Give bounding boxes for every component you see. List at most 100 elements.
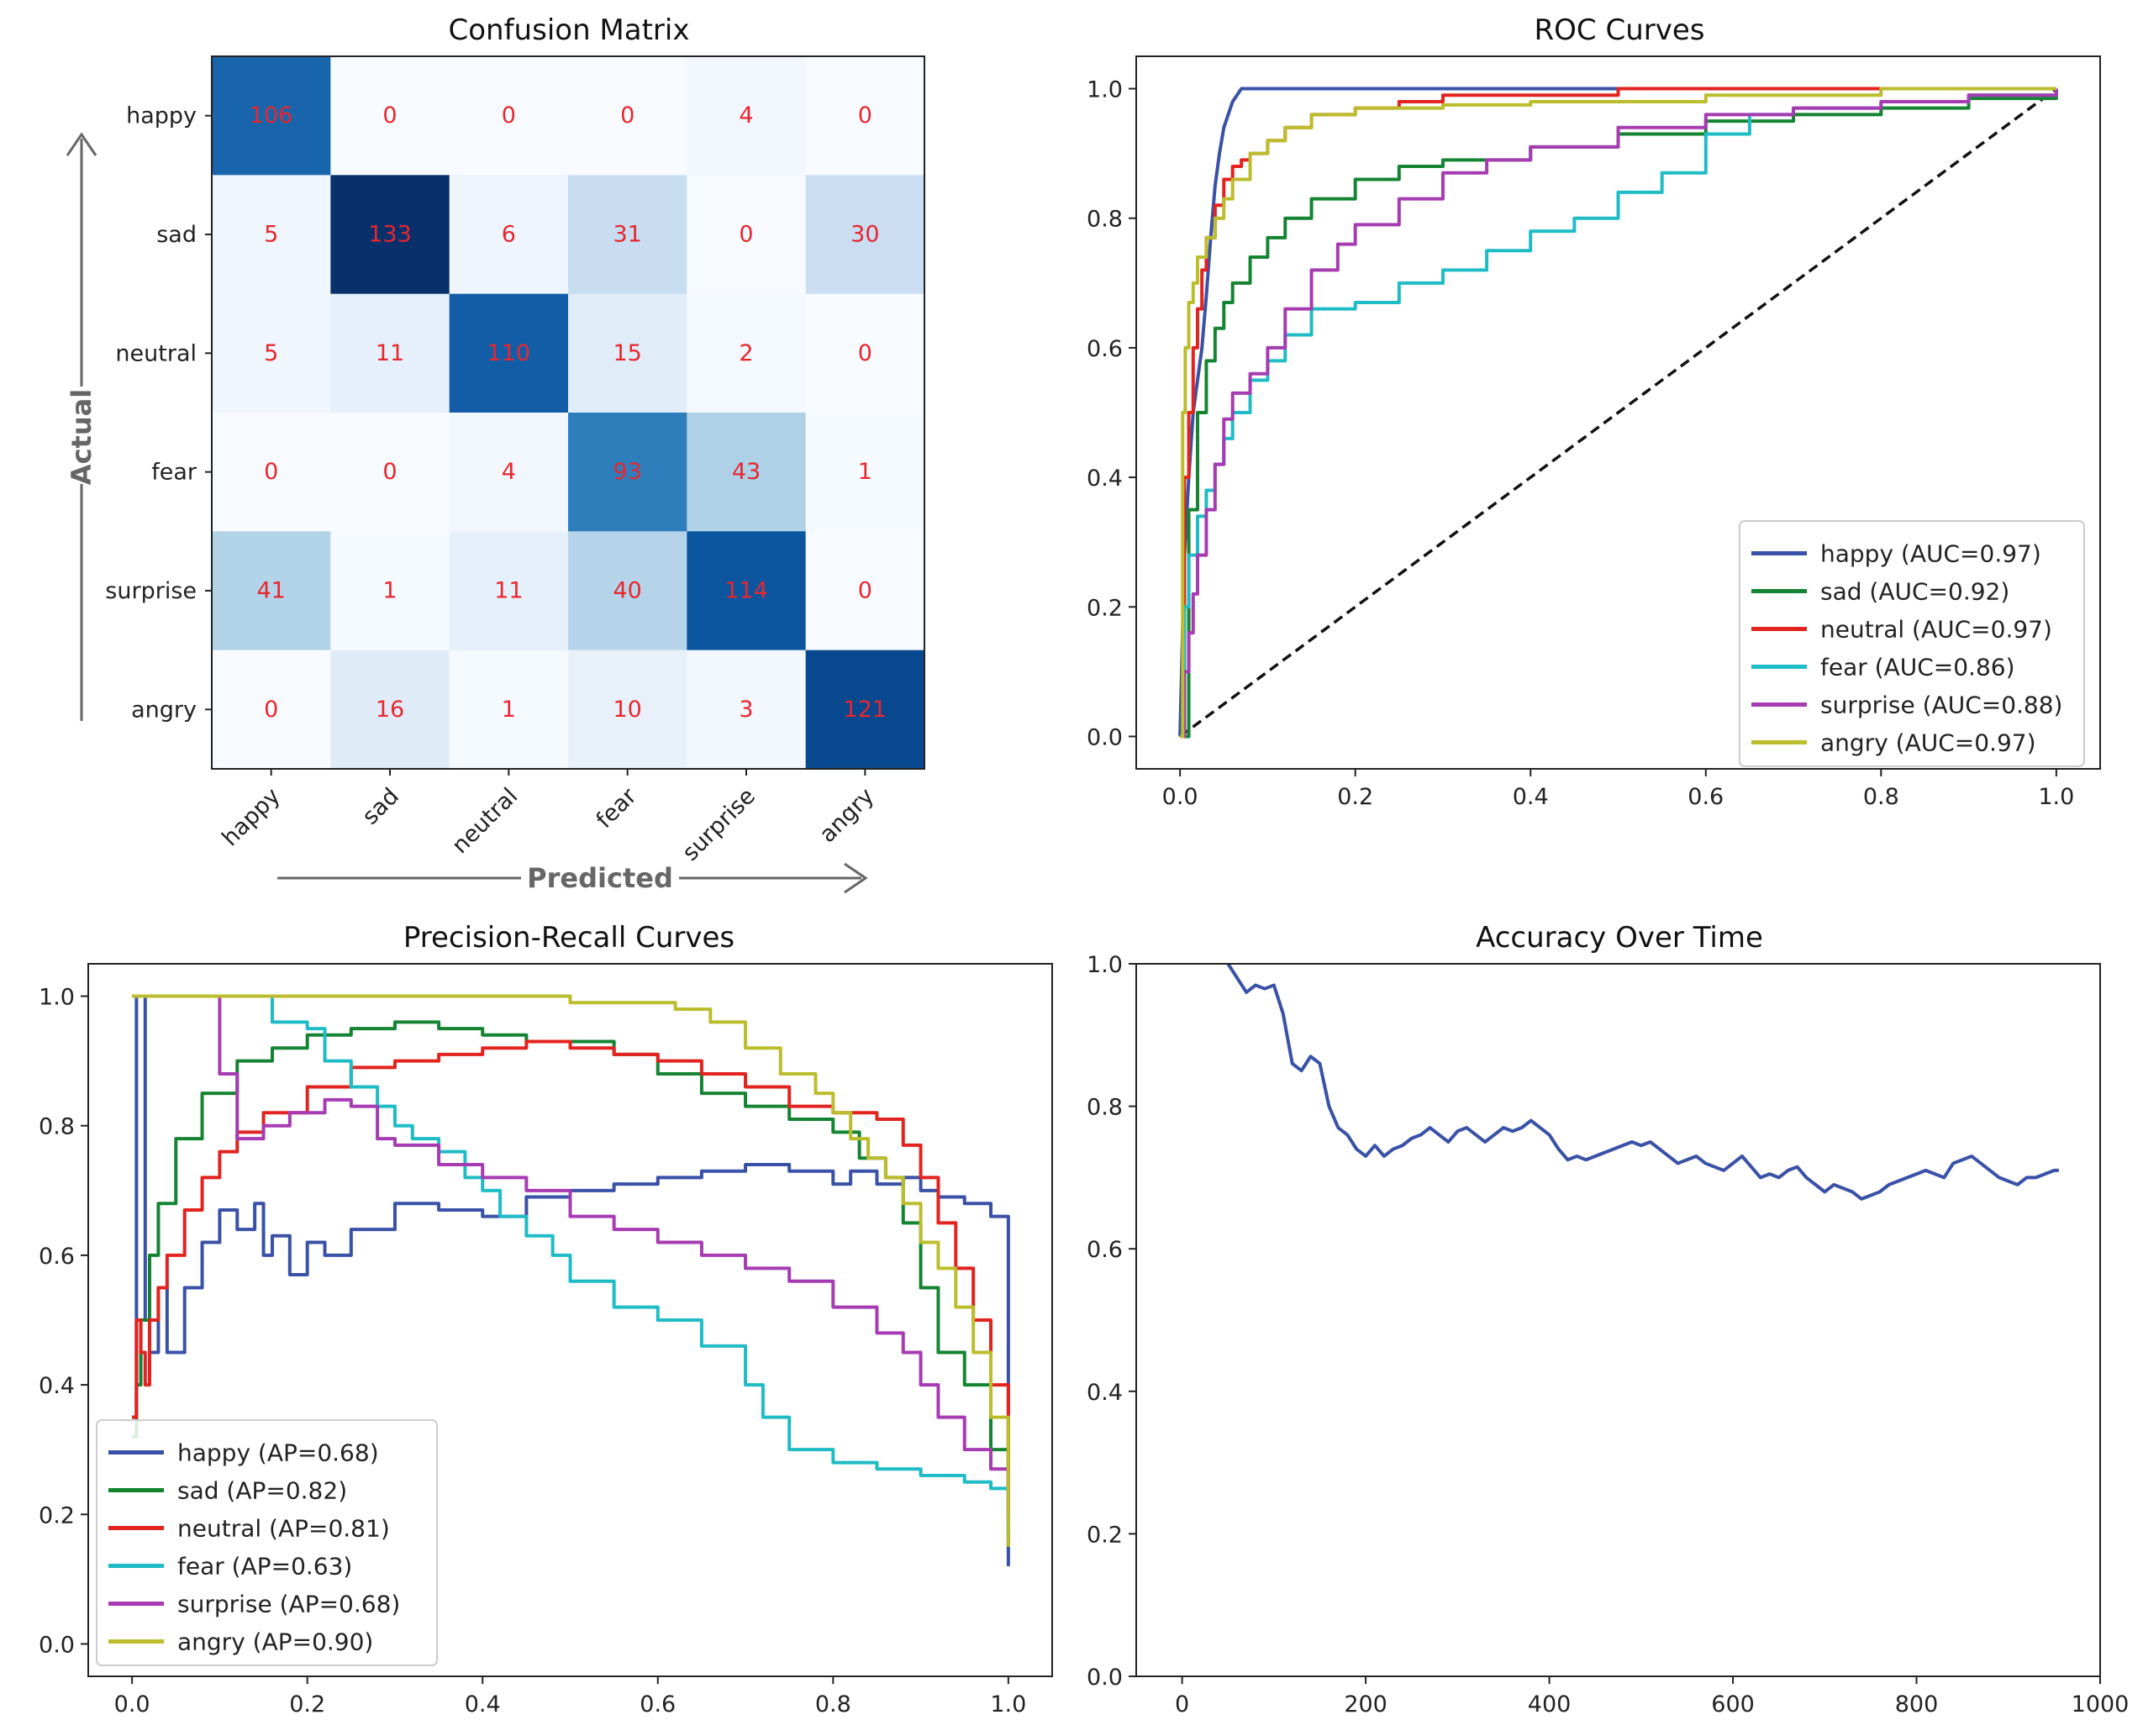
predicted-arrow-head [844, 862, 868, 894]
cm-cell-fear-fear [568, 413, 687, 532]
cm-cell-value: 110 [487, 340, 531, 366]
cm-cell-angry-surprise [687, 650, 807, 770]
cm-xtick-label: surprise [677, 783, 761, 866]
cm-cell-happy-happy [212, 56, 331, 176]
cm-cell-value: 30 [850, 222, 879, 248]
roc-frame [1135, 55, 2101, 770]
series-line-accuracy [1226, 962, 2059, 1201]
cm-cell-value: 41 [256, 578, 285, 604]
cm-cell-angry-neutral [449, 650, 569, 770]
cm-cell-value: 3 [739, 697, 753, 723]
cm-cell-value: 15 [613, 340, 641, 366]
cm-cell-angry-happy [212, 650, 331, 770]
ytick-label: 0.2 [1087, 595, 1123, 621]
cm-cell-value: 0 [264, 697, 278, 723]
xtick-label: 400 [1528, 1691, 1572, 1718]
cm-cell-value: 0 [620, 103, 634, 129]
cm-xtick-label: fear [592, 782, 643, 834]
cm-cell-sad-surprise [687, 175, 807, 295]
ytick-label: 0.8 [39, 1114, 75, 1140]
series-line-happy [1178, 87, 2056, 737]
cm-cell-value: 10 [613, 697, 641, 723]
xtick-label: 0.8 [815, 1691, 851, 1718]
ytick-label: 0.2 [39, 1502, 75, 1528]
cm-cell-value: 1 [382, 578, 397, 604]
ytick-label: 1.0 [1087, 952, 1123, 978]
cm-cell-sad-neutral [449, 175, 569, 295]
cm-cell-surprise-fear [568, 531, 687, 651]
xtick-label: 200 [1344, 1691, 1387, 1718]
ytick-label: 1.0 [1087, 77, 1123, 103]
legend-label-happy: happy (AP=0.68) [177, 1439, 379, 1467]
cm-cell-value: 0 [858, 103, 872, 129]
xtick-label: 0.6 [640, 1691, 676, 1718]
cm-cell-angry-fear [568, 650, 687, 770]
xtick-label: 0.8 [1863, 784, 1899, 810]
series-line-angry [1180, 87, 2056, 739]
cm-ytick-label: surprise [105, 578, 197, 604]
legend-label-neutral: neutral (AUC=0.97) [1820, 616, 2052, 644]
actual-arrow-head [66, 132, 97, 156]
cm-cell-value: 11 [376, 340, 404, 366]
cm-cell-happy-surprise [687, 56, 807, 176]
cm-cell-value: 4 [739, 103, 753, 129]
cm-cell-fear-sad [330, 413, 450, 532]
xtick-label: 0.0 [1162, 784, 1198, 810]
predicted-axis-label: Predicted [527, 862, 673, 894]
cm-cell-value: 121 [844, 697, 887, 723]
legend-label-happy: happy (AUC=0.97) [1820, 540, 2041, 568]
cm-cell-value: 6 [502, 222, 516, 248]
ytick-label: 0.0 [1087, 1665, 1123, 1691]
cm-cell-neutral-surprise [687, 293, 807, 413]
series-line-neutral [1180, 87, 2056, 739]
cm-cell-surprise-sad [330, 531, 450, 651]
cm-cell-value: 106 [250, 103, 293, 129]
series-line-surprise [1180, 88, 2058, 739]
series-line-fear [1180, 88, 2058, 739]
xtick-label: 0.0 [114, 1691, 150, 1718]
series-line-neutral [132, 1039, 1010, 1515]
cm-cell-happy-fear [568, 56, 687, 176]
xtick-label: 0.4 [465, 1691, 501, 1718]
ytick-label: 0.8 [1087, 1095, 1123, 1121]
cm-cell-value: 133 [368, 222, 412, 248]
cm-cell-fear-surprise [687, 413, 807, 532]
cm-cell-value: 93 [613, 459, 641, 485]
cm-cell-sad-angry [805, 175, 925, 295]
cm-cell-neutral-angry [805, 293, 925, 413]
cm-ytick-label: angry [131, 697, 197, 723]
legend-label-angry: angry (AP=0.90) [177, 1628, 373, 1656]
cm-cell-neutral-happy [212, 293, 331, 413]
xtick-label: 0.6 [1688, 784, 1724, 810]
cm-cell-neutral-neutral [449, 293, 569, 413]
ytick-label: 0.6 [39, 1244, 75, 1270]
xtick-label: 0.4 [1513, 784, 1549, 810]
legend-box [96, 1419, 438, 1666]
confusion-matrix-title: Confusion Matrix [449, 13, 690, 47]
series-line-sad [1180, 88, 2058, 739]
cm-cell-value: 0 [382, 459, 397, 485]
cm-ytick-label: neutral [115, 340, 197, 366]
ytick-label: 0.6 [1087, 1237, 1123, 1263]
cm-cell-surprise-surprise [687, 531, 807, 651]
xtick-label: 1.0 [2038, 784, 2074, 810]
cm-cell-sad-happy [212, 175, 331, 295]
cm-cell-value: 0 [858, 340, 872, 366]
ytick-label: 0.0 [39, 1632, 75, 1658]
legend-label-angry: angry (AUC=0.97) [1820, 729, 2036, 757]
cm-cell-value: 1 [502, 697, 516, 723]
accuracy-panel: Accuracy Over Time 0 200 400 600 800 1000 0.0 0… [1087, 921, 2129, 1718]
cm-cell-value: 1 [858, 459, 872, 485]
cm-cell-sad-sad [330, 175, 450, 295]
cm-cell-surprise-angry [805, 531, 925, 651]
actual-axis-label: Actual [66, 389, 97, 485]
ytick-label: 0.0 [1087, 724, 1123, 750]
series-line-fear [132, 994, 1010, 1534]
legend-label-sad: sad (AUC=0.92) [1820, 578, 2009, 606]
cm-cell-value: 2 [739, 340, 753, 366]
legend-label-sad: sad (AP=0.82) [177, 1477, 347, 1505]
cm-cell-sad-fear [568, 175, 687, 295]
ytick-label: 0.4 [1087, 466, 1123, 492]
cm-cell-fear-neutral [449, 413, 569, 532]
